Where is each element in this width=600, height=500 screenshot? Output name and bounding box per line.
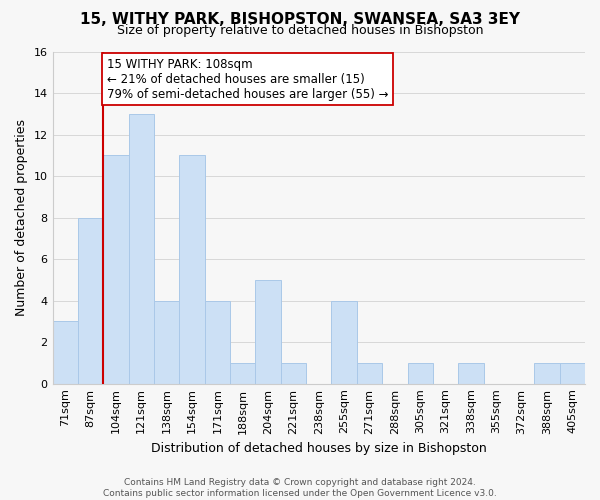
Bar xyxy=(154,300,179,384)
Bar xyxy=(179,156,205,384)
Bar xyxy=(256,280,281,384)
Bar xyxy=(230,363,256,384)
Bar xyxy=(357,363,382,384)
Text: Size of property relative to detached houses in Bishopston: Size of property relative to detached ho… xyxy=(117,24,483,37)
Bar xyxy=(78,218,103,384)
Text: 15 WITHY PARK: 108sqm
← 21% of detached houses are smaller (15)
79% of semi-deta: 15 WITHY PARK: 108sqm ← 21% of detached … xyxy=(107,58,389,100)
Bar xyxy=(128,114,154,384)
Bar xyxy=(103,156,128,384)
Bar xyxy=(205,300,230,384)
X-axis label: Distribution of detached houses by size in Bishopston: Distribution of detached houses by size … xyxy=(151,442,487,455)
Bar xyxy=(53,322,78,384)
Y-axis label: Number of detached properties: Number of detached properties xyxy=(15,119,28,316)
Text: Contains HM Land Registry data © Crown copyright and database right 2024.
Contai: Contains HM Land Registry data © Crown c… xyxy=(103,478,497,498)
Bar xyxy=(331,300,357,384)
Bar xyxy=(407,363,433,384)
Bar xyxy=(534,363,560,384)
Text: 15, WITHY PARK, BISHOPSTON, SWANSEA, SA3 3EY: 15, WITHY PARK, BISHOPSTON, SWANSEA, SA3… xyxy=(80,12,520,28)
Bar xyxy=(281,363,306,384)
Bar xyxy=(458,363,484,384)
Bar xyxy=(560,363,585,384)
